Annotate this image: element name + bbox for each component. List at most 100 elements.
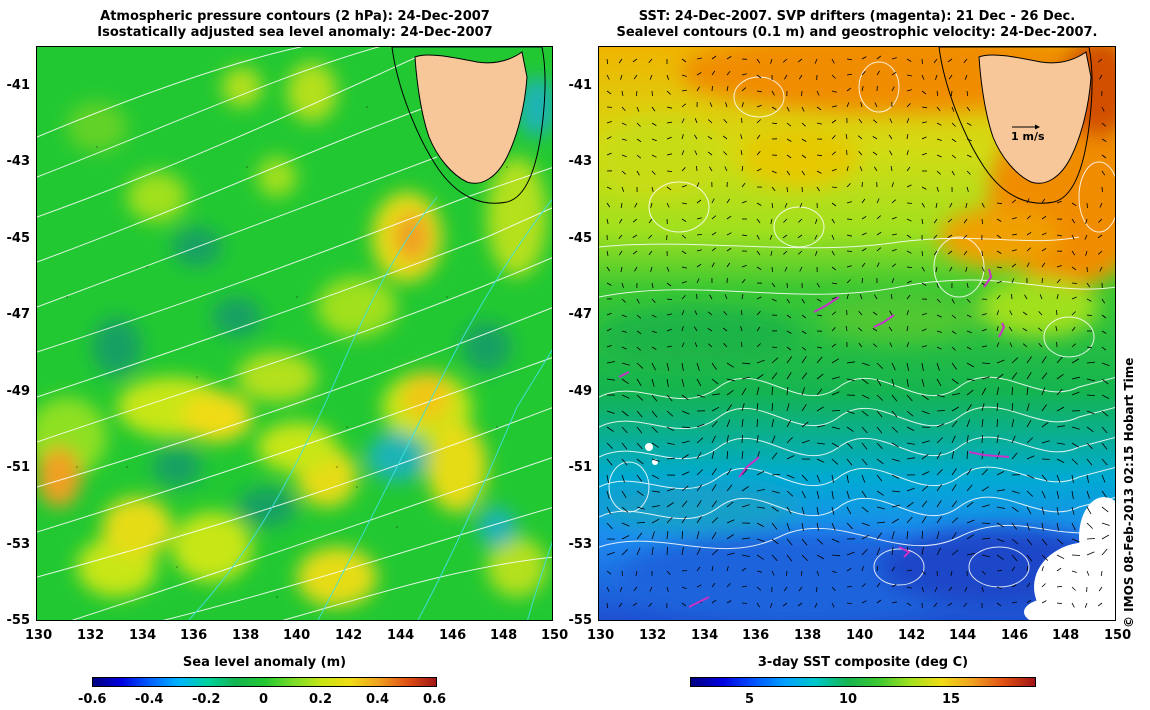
velocity-vector <box>966 404 972 412</box>
velocity-vector <box>636 442 643 450</box>
velocity-vector <box>786 506 792 515</box>
velocity-vector <box>741 102 744 108</box>
velocity-vector <box>1011 293 1013 300</box>
velocity-vector <box>996 418 998 428</box>
velocity-vector <box>711 420 718 428</box>
velocity-vector <box>666 202 670 208</box>
velocity-vector <box>816 106 822 111</box>
velocity-vector <box>741 486 749 492</box>
velocity-vector <box>618 250 623 256</box>
velocity-vector <box>873 166 878 172</box>
velocity-vector <box>636 410 643 418</box>
velocity-vector <box>619 218 623 224</box>
velocity-vector <box>933 234 938 239</box>
velocity-vector <box>711 582 716 588</box>
velocity-vector <box>711 484 717 492</box>
velocity-vector <box>711 55 717 60</box>
velocity-vector <box>966 419 971 428</box>
left-colorbar <box>92 677 437 687</box>
velocity-vector <box>681 410 690 415</box>
velocity-vector <box>1041 566 1044 572</box>
velocity-vector <box>681 103 687 108</box>
velocity-vector <box>861 442 868 450</box>
velocity-vector <box>935 74 938 80</box>
tasmania-land-right <box>978 51 1092 184</box>
velocity-vector <box>936 437 944 444</box>
velocity-vector <box>741 450 744 460</box>
velocity-vector <box>951 106 955 112</box>
velocity-vector <box>906 410 914 417</box>
velocity-vector <box>651 346 657 350</box>
velocity-vector <box>876 490 884 496</box>
velocity-vector <box>951 362 958 370</box>
left-cbar-tick: -0.4 <box>135 692 164 707</box>
velocity-vector <box>1084 234 1088 240</box>
velocity-vector <box>1056 309 1058 316</box>
velocity-vector <box>621 535 630 540</box>
velocity-vector <box>921 378 925 387</box>
velocity-vector <box>951 406 960 412</box>
velocity-vector <box>1071 296 1077 300</box>
velocity-vector <box>783 250 788 255</box>
velocity-vector <box>1041 198 1046 204</box>
velocity-vector <box>723 118 728 124</box>
velocity-vector <box>891 249 897 252</box>
velocity-vector <box>648 250 653 256</box>
velocity-vector <box>666 410 674 417</box>
velocity-vector <box>696 182 700 188</box>
velocity-vector <box>1071 202 1077 207</box>
velocity-vector <box>741 419 744 428</box>
right-colorbar <box>690 677 1036 687</box>
left-xtick: 138 <box>232 628 260 643</box>
velocity-vector <box>1056 234 1062 237</box>
velocity-vector <box>891 518 900 524</box>
sea-level-anomaly-map <box>36 46 553 621</box>
velocity-vector <box>666 74 669 80</box>
velocity-vector <box>1039 294 1043 300</box>
velocity-vector <box>1056 265 1062 268</box>
velocity-vector <box>801 138 807 142</box>
velocity-vector <box>740 310 743 316</box>
velocity-vector <box>726 468 732 476</box>
velocity-vector <box>963 602 968 608</box>
velocity-vector <box>756 418 758 428</box>
velocity-vector <box>846 567 852 572</box>
velocity-vector <box>966 468 972 476</box>
velocity-vector <box>786 138 792 142</box>
velocity-vector <box>771 386 773 396</box>
velocity-vector <box>694 342 698 348</box>
velocity-vector <box>606 570 612 575</box>
velocity-vector <box>756 250 761 256</box>
velocity-vector <box>636 314 642 319</box>
velocity-vector <box>876 362 883 369</box>
velocity-vector <box>876 262 880 268</box>
left-title-line1: Atmospheric pressure contours (2 hPa): 2… <box>100 9 490 24</box>
left-xtick: 134 <box>129 628 157 643</box>
velocity-vector <box>633 586 638 592</box>
velocity-vector <box>621 90 624 96</box>
velocity-vector <box>651 298 656 303</box>
left-ytick: -49 <box>6 384 31 399</box>
left-ytick: -45 <box>6 231 31 246</box>
velocity-vector <box>876 566 879 572</box>
velocity-vector <box>756 602 761 608</box>
velocity-vector <box>771 554 778 562</box>
velocity-vector <box>799 202 803 208</box>
velocity-vector <box>888 134 893 140</box>
velocity-vector <box>722 135 728 140</box>
velocity-vector <box>966 501 974 508</box>
velocity-vector <box>816 346 822 349</box>
velocity-vector <box>831 311 837 316</box>
velocity-vector <box>891 547 894 556</box>
velocity-vector <box>666 170 673 172</box>
velocity-vector <box>1086 282 1091 288</box>
velocity-vector <box>891 216 897 220</box>
velocity-vector <box>966 346 972 350</box>
cyan-contours <box>188 56 552 620</box>
velocity-vector <box>996 310 1000 316</box>
velocity-vector <box>1071 426 1080 430</box>
velocity-vector <box>966 186 969 192</box>
velocity-vector <box>966 298 971 303</box>
velocity-vector <box>741 585 747 588</box>
velocity-vector <box>936 484 943 492</box>
